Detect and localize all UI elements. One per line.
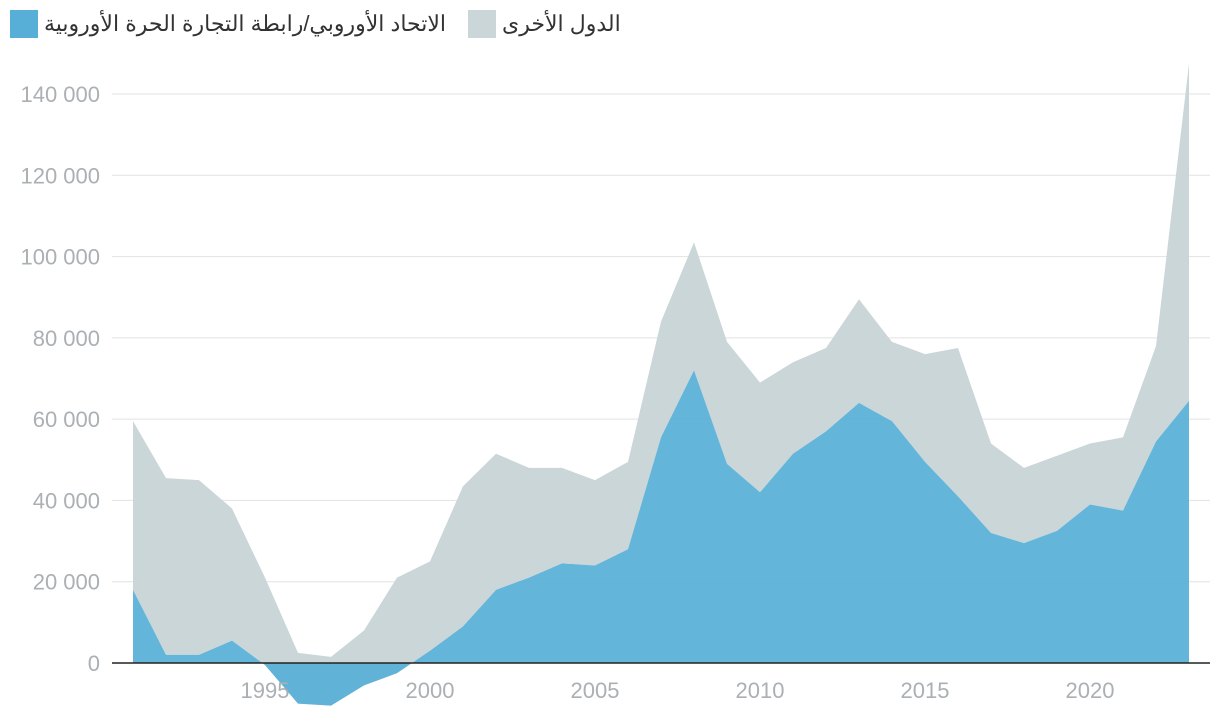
- y-tick-label: 80 000: [33, 326, 100, 351]
- legend-swatch-eu-efta: [10, 10, 38, 38]
- legend-item-eu-efta: الاتحاد الأوروبي/رابطة التجارة الحرة الأ…: [10, 10, 446, 38]
- x-tick-label: 1995: [241, 678, 290, 703]
- legend-item-other-countries: الدول الأخرى: [468, 10, 621, 38]
- series-area-eu-efta: [133, 370, 1189, 706]
- x-tick-label: 2000: [406, 678, 455, 703]
- y-tick-label: 40 000: [33, 488, 100, 513]
- y-tick-label: 0: [88, 651, 100, 676]
- x-tick-label: 2005: [571, 678, 620, 703]
- y-tick-label: 100 000: [20, 245, 100, 270]
- legend-swatch-other-countries: [468, 10, 497, 38]
- chart-legend: الاتحاد الأوروبي/رابطة التجارة الحرة الأ…: [10, 10, 643, 38]
- y-tick-label: 20 000: [33, 570, 100, 595]
- x-tick-label: 2010: [736, 678, 785, 703]
- y-tick-label: 140 000: [20, 82, 100, 107]
- x-tick-label: 2020: [1066, 678, 1115, 703]
- y-tick-label: 60 000: [33, 407, 100, 432]
- legend-label-eu-efta: الاتحاد الأوروبي/رابطة التجارة الحرة الأ…: [44, 11, 447, 36]
- y-tick-label: 120 000: [20, 163, 100, 188]
- legend-label-other-countries: الدول الأخرى: [502, 11, 621, 36]
- series-area-other-countries: [133, 63, 1189, 706]
- x-tick-label: 2015: [901, 678, 950, 703]
